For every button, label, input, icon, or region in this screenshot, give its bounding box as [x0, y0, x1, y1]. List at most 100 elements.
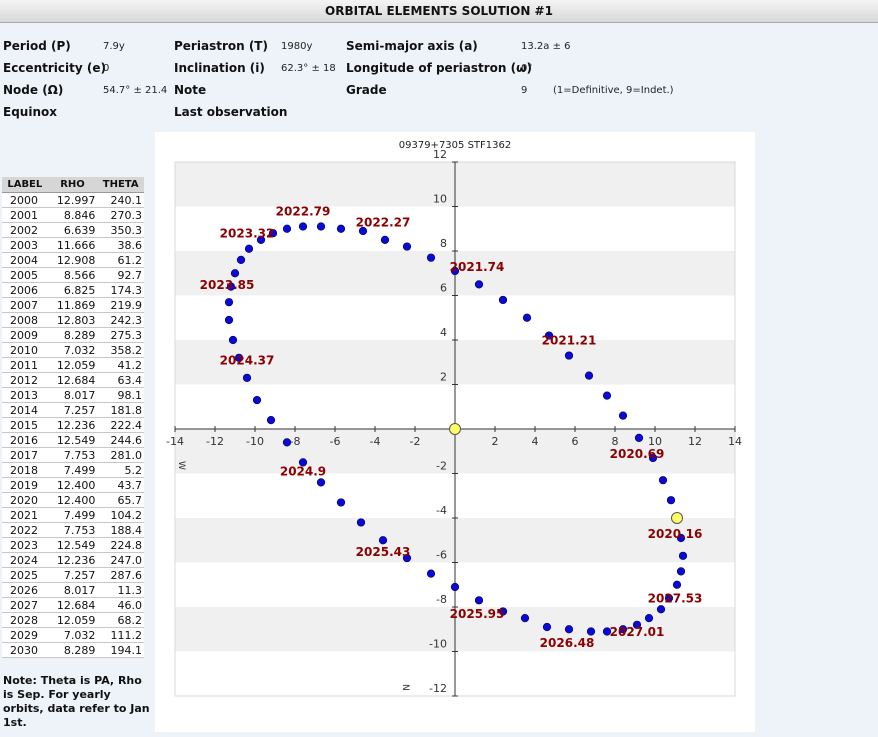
cell-rho: 6.825: [47, 282, 98, 298]
page-title: ORBITAL ELEMENTS SOLUTION #1: [0, 0, 878, 23]
cell-theta: 242.3: [97, 312, 144, 328]
cell-theta: 224.8: [97, 537, 144, 553]
epoch-label: 2024.37: [220, 353, 275, 367]
table-row: 2022 7.753 188.4: [2, 522, 144, 538]
table-row: 2014 7.257 181.8: [2, 402, 144, 418]
cell-rho: 8.566: [47, 267, 98, 283]
cell-rho: 11.869: [47, 297, 98, 313]
orbit-point: [450, 266, 460, 276]
cell-rho: 7.753: [47, 447, 98, 463]
cell-rho: 7.032: [47, 627, 98, 643]
semimajor-value: 13.2a ± 6: [521, 41, 571, 52]
orbit-point: [450, 582, 460, 592]
epoch-label: 2020.69: [610, 447, 665, 461]
periastron-value: 1980y: [281, 41, 313, 52]
orbit-point: [602, 391, 612, 400]
cell-rho: 12.236: [47, 552, 98, 568]
orbit-point: [544, 331, 554, 340]
x-tick-label: 12: [688, 435, 702, 448]
cell-label: 2010: [2, 342, 48, 358]
y-tick-label: -2: [436, 460, 447, 473]
cell-rho: 8.289: [47, 642, 98, 658]
orbit-point: [666, 496, 676, 505]
node-value: 54.7° ± 21.4: [103, 85, 168, 96]
orbit-point: [644, 614, 654, 623]
cell-label: 2022: [2, 522, 48, 538]
orbit-point: [282, 438, 292, 447]
cell-rho: 12.803: [47, 312, 98, 328]
table-row: 2000 12.997 240.1: [2, 192, 144, 208]
cell-label: 2003: [2, 237, 48, 253]
cell-theta: 270.3: [97, 207, 144, 223]
ephemeris-table: LABEL RHO THETA 2000 12.997 240.1 2001 8.846…: [2, 177, 144, 658]
orbit-point: [618, 625, 628, 634]
table-row: 2011 12.059 41.2: [2, 357, 144, 373]
cell-theta: 281.0: [97, 447, 144, 463]
table-row: 2030 8.289 194.1: [2, 642, 144, 658]
orbit-point: [426, 253, 436, 262]
x-tick-label: 14: [728, 435, 742, 448]
orbit-point: [402, 242, 412, 251]
cell-rho: 12.549: [47, 432, 98, 448]
orbit-point: [266, 416, 276, 425]
y-tick-label: 10: [433, 193, 447, 206]
table-row: 2029 7.032 111.2: [2, 627, 144, 643]
orbit-point: [268, 229, 278, 238]
orbit-point: [586, 627, 596, 636]
table-row: 2005 8.566 92.7: [2, 267, 144, 283]
cell-rho: 8.017: [47, 387, 98, 403]
cell-rho: 6.639: [47, 222, 98, 238]
orbit-point: [224, 315, 234, 325]
cell-rho: 12.059: [47, 357, 98, 373]
orbit-point: [672, 580, 682, 589]
orbit-point: [282, 224, 292, 233]
cell-theta: 194.1: [97, 642, 144, 658]
cell-theta: 46.0: [97, 597, 144, 613]
cell-label: 2002: [2, 222, 48, 238]
cell-theta: 61.2: [97, 252, 144, 268]
y-tick-label: 12: [433, 148, 447, 161]
cell-theta: 350.3: [97, 222, 144, 238]
y-tick-label: 2: [440, 371, 447, 384]
eccentricity-label: Eccentricity (e): [3, 61, 106, 75]
orbit-plot-svg: -14 -12 -10 -8 -6 -4 -2 2 4 6 8 10 12 14 12 10 8 6 4 2 -2 -4 -…: [166, 140, 742, 697]
inclination-value: 62.3° ± 18: [281, 63, 336, 74]
grade-label: Grade: [346, 83, 387, 97]
grade-value: 9: [521, 85, 528, 96]
cell-label: 2012: [2, 372, 48, 388]
cell-theta: 240.1: [97, 192, 144, 208]
table-row: 2015 12.236 222.4: [2, 417, 144, 433]
cell-rho: 7.257: [47, 402, 98, 418]
y-tick-label: -10: [429, 638, 447, 651]
current-position-marker: [671, 512, 683, 524]
orbit-point: [298, 458, 308, 467]
orbit-point: [656, 605, 666, 614]
west-label: W: [176, 461, 186, 470]
y-tick-label: -4: [436, 504, 447, 517]
cell-label: 2028: [2, 612, 48, 628]
cell-label: 2015: [2, 417, 48, 433]
cell-theta: 43.7: [97, 477, 144, 493]
cell-theta: 275.3: [97, 327, 144, 343]
x-tick-label: -4: [370, 435, 381, 448]
orbit-point: [336, 498, 346, 507]
epoch-label: 2022.79: [276, 204, 331, 218]
cell-theta: 181.8: [97, 402, 144, 418]
table-row: 2001 8.846 270.3: [2, 207, 144, 223]
orbit-point: [542, 622, 552, 632]
orbit-point: [474, 280, 484, 289]
cell-label: 2004: [2, 252, 48, 268]
orbit-point: [474, 596, 484, 605]
cell-rho: 8.017: [47, 582, 98, 598]
x-tick-label: 10: [648, 435, 662, 448]
periastron-label: Periastron (T): [174, 39, 268, 53]
cell-rho: 8.846: [47, 207, 98, 223]
epoch-label: 2021.74: [450, 260, 505, 274]
orbit-point: [498, 607, 508, 616]
period-value: 7.9y: [103, 41, 125, 52]
orbit-point: [378, 536, 388, 545]
cell-label: 2019: [2, 477, 48, 493]
table-row: 2006 6.825 174.3: [2, 282, 144, 298]
table-row: 2017 7.753 281.0: [2, 447, 144, 463]
note-label: Note: [174, 83, 207, 97]
